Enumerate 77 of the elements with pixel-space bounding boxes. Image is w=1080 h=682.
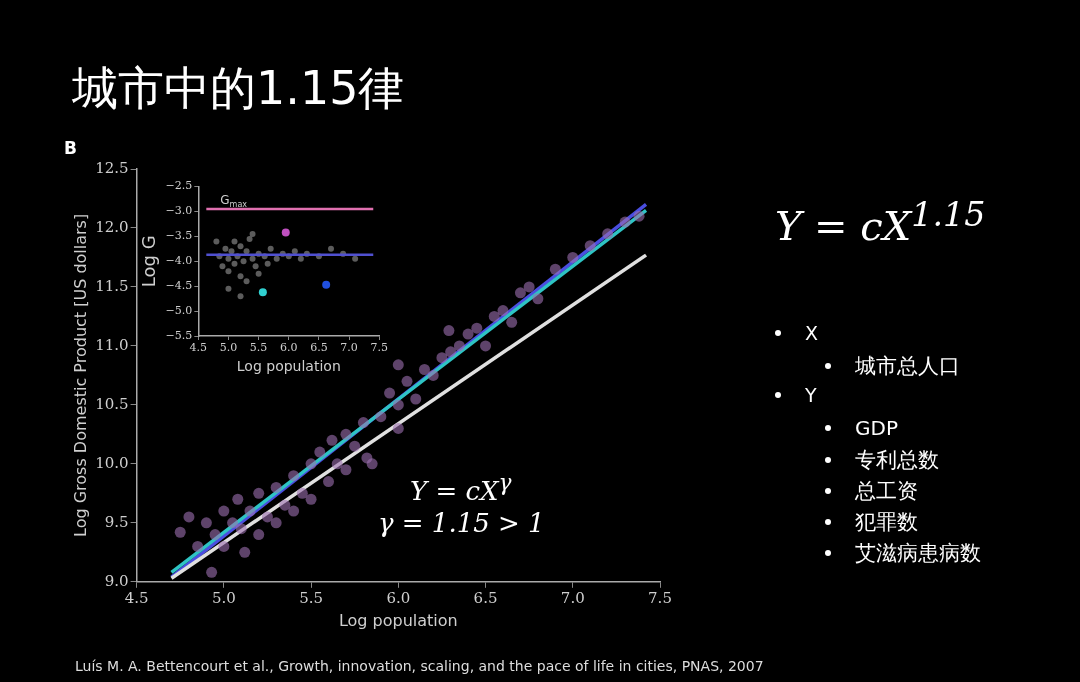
y-axis-title: Log G <box>138 235 160 288</box>
x-tick-label: 6.0 <box>386 588 411 607</box>
x-tick-label: 6.5 <box>473 588 498 607</box>
x-tick-label: 4.5 <box>189 341 208 355</box>
point <box>267 245 274 252</box>
point <box>281 228 290 237</box>
point <box>228 248 235 255</box>
y-tick-label: −4.5 <box>165 279 193 293</box>
text: X <box>805 322 819 344</box>
text: 总工资 <box>855 478 918 505</box>
point <box>291 248 298 255</box>
y-tick-label: 11.5 <box>95 276 129 295</box>
point <box>255 270 262 277</box>
point <box>246 235 253 242</box>
y-tick-label: −5.5 <box>165 328 193 342</box>
point <box>322 280 331 289</box>
point <box>240 258 247 265</box>
point <box>213 238 220 245</box>
x-tick-label: 7.0 <box>560 588 585 607</box>
point <box>249 230 256 237</box>
x-axis-title: Log population <box>236 358 341 375</box>
x-tick-label: 7.5 <box>648 588 672 607</box>
text: GDP <box>855 416 898 440</box>
x-tick-label: 7.0 <box>340 341 358 355</box>
x-tick-label: 5.0 <box>219 341 238 355</box>
point <box>243 248 250 255</box>
y-tick-label: −2.5 <box>165 179 193 193</box>
x-tick-label: 6.0 <box>280 341 298 355</box>
text: Y <box>805 384 817 406</box>
point <box>249 255 256 262</box>
y-tick-label: 11.0 <box>95 335 129 354</box>
y-tick-label: −3.5 <box>165 229 193 243</box>
y-tick-label: −4.0 <box>165 254 193 268</box>
y-tick-label: 9.5 <box>104 512 129 531</box>
text: Luís M. A. Bettencourt et al., Growth, innovation, scaling, and the pace of life in cities, PNAS, 2007 <box>75 658 764 674</box>
point <box>258 288 267 297</box>
point <box>273 255 280 262</box>
text: B <box>64 138 77 158</box>
point <box>225 268 232 275</box>
point <box>252 263 259 270</box>
point <box>219 263 226 270</box>
point <box>225 255 232 262</box>
text: 犯罪数 <box>855 509 918 536</box>
y-tick-label: −3.0 <box>165 204 193 218</box>
x-tick-label: 5.5 <box>249 341 268 355</box>
x-tick-label: 4.5 <box>124 588 149 607</box>
y-tick-label: 12.5 <box>95 158 129 177</box>
text: Y = cX$^{1.15}$ <box>775 195 986 250</box>
point <box>231 260 238 267</box>
point <box>237 243 244 250</box>
x-tick-label: 7.5 <box>370 341 388 355</box>
y-tick-label: 9.0 <box>104 571 129 590</box>
x-axis-title: Log population <box>338 610 458 630</box>
text: 专利总数 <box>855 447 939 474</box>
point <box>264 260 271 267</box>
point <box>231 238 238 245</box>
annotation: Y = cX$^{γ}$ <box>410 470 512 506</box>
y-axis-title: Log Gross Domestic Product [US dollars] <box>70 213 90 537</box>
point <box>297 255 304 262</box>
x-tick-label: 5.0 <box>211 588 236 607</box>
y-tick-label: −5.0 <box>165 303 193 317</box>
point <box>237 293 244 300</box>
text: 艾滋病患病数 <box>855 540 981 567</box>
y-tick-label: 10.5 <box>95 394 129 413</box>
annotation: γ = 1.15 > 1 <box>378 508 545 538</box>
point <box>328 245 334 252</box>
point <box>222 245 229 252</box>
x-tick-label: 6.5 <box>310 341 328 355</box>
y-tick-label: 12.0 <box>95 217 129 236</box>
x-tick-label: 5.5 <box>299 588 323 607</box>
y-tick-label: 10.0 <box>95 453 129 472</box>
point <box>243 278 250 285</box>
text: 城市总人口 <box>855 353 960 380</box>
chart-title: 城市中的1.15律 <box>72 60 405 117</box>
point <box>352 255 359 262</box>
point <box>237 273 244 280</box>
point <box>225 285 232 292</box>
